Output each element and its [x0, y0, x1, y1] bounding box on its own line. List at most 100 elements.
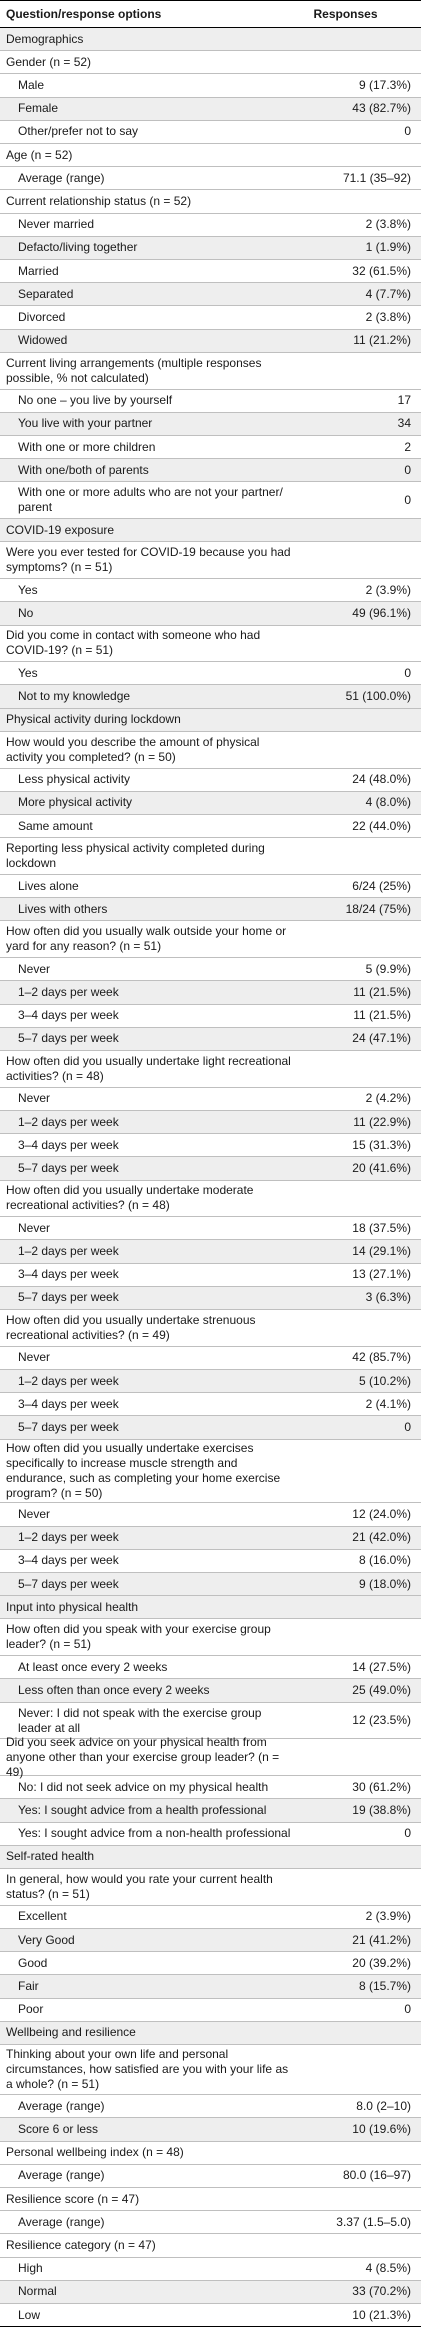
response-option: Less physical activity: [18, 772, 131, 787]
response-option: Low: [18, 2307, 41, 2322]
response-row: Never married 2 (3.8%): [0, 213, 421, 237]
response-value: 11 (21.5%): [353, 1008, 411, 1023]
response-option: 1–2 days per week: [18, 1530, 119, 1545]
column-header-responses: Responses: [313, 7, 378, 21]
question-text: How would you describe the amount of phy…: [6, 734, 260, 764]
question-row: Resilience score (n = 47): [0, 2188, 421, 2212]
question-row: How often did you usually undertake ligh…: [0, 1050, 421, 1088]
response-value: 4 (8.0%): [365, 795, 411, 810]
response-option: Married: [18, 263, 59, 278]
response-option: Never married: [18, 217, 95, 232]
response-value: 9 (17.3%): [358, 78, 411, 92]
question-row: Did you seek advice on your physical hea…: [0, 1735, 421, 1779]
response-option: Average (range): [18, 2214, 105, 2229]
table-header: Question/response options Responses: [0, 0, 421, 28]
question-text: Current living arrangements (multiple re…: [6, 355, 262, 385]
response-row: 3–4 days per week 15 (31.3%): [0, 1134, 421, 1158]
question-text: How often did you speak with your exerci…: [6, 1622, 271, 1652]
column-header-question: Question/response options: [6, 7, 162, 21]
response-value: 49 (96.1%): [352, 605, 411, 620]
response-value: 4 (7.7%): [365, 286, 411, 301]
response-row: Married 32 (61.5%): [0, 260, 421, 284]
response-row: 5–7 days per week 3 (6.3%): [0, 1286, 421, 1311]
response-value: 6/24 (25%): [352, 878, 411, 893]
response-option: 5–7 days per week: [18, 1290, 119, 1305]
question-text: Were you ever tested for COVID-19 becaus…: [6, 545, 291, 575]
response-row: No 49 (96.1%): [0, 602, 421, 626]
response-option: Fair: [18, 1978, 39, 1993]
response-option: 1–2 days per week: [18, 984, 119, 999]
question-text: Reporting less physical activity complet…: [6, 841, 265, 871]
response-row: No: I did not seek advice on my physical…: [0, 1776, 421, 1800]
question-row: Thinking about your own life and persona…: [0, 2044, 421, 2096]
question-row: In general, how would you rate your curr…: [0, 1868, 421, 1906]
response-row: At least once every 2 weeks 14 (27.5%): [0, 1656, 421, 1680]
response-value: 18/24 (75%): [345, 901, 411, 916]
question-row: How often did you usually undertake exer…: [0, 1439, 421, 1504]
response-row: Average (range) 3.37 (1.5–5.0): [0, 2211, 421, 2235]
question-row: How often did you usually undertake stre…: [0, 1310, 421, 1347]
response-option: At least once every 2 weeks: [18, 1659, 168, 1674]
response-value: 21 (42.0%): [352, 1530, 411, 1545]
response-value: 8 (15.7%): [358, 1978, 411, 1993]
response-option: Score 6 or less: [18, 2122, 99, 2136]
response-value: 0: [404, 462, 411, 477]
response-option: Never: [18, 1091, 51, 1106]
response-option: Female: [18, 101, 59, 116]
response-value: 11 (21.5%): [353, 984, 411, 999]
response-option: 3–4 days per week: [18, 1267, 119, 1282]
response-row: Excellent 2 (3.9%): [0, 1905, 421, 1929]
response-option: No one – you live by yourself: [18, 393, 173, 408]
response-row: Yes: I sought advice from a health profe…: [0, 1799, 421, 1823]
response-option: Defacto/living together: [18, 240, 138, 255]
question-row: Personal wellbeing index (n = 48): [0, 2141, 421, 2165]
response-option: Never: I did not speak with the exercise…: [18, 1705, 262, 1735]
response-option: You live with your partner: [18, 416, 153, 431]
question-text: Current relationship status (n = 52): [6, 194, 192, 209]
response-option: Yes: I sought advice from a health profe…: [18, 1802, 267, 1817]
response-value: 4 (8.5%): [365, 2261, 411, 2276]
question-row: Current relationship status (n = 52): [0, 190, 421, 214]
response-option: 3–4 days per week: [18, 1396, 119, 1411]
response-option: Average (range): [18, 2098, 105, 2113]
response-row: Low 10 (21.3%): [0, 2304, 421, 2328]
response-option: Other/prefer not to say: [18, 124, 139, 139]
response-row: Divorced 2 (3.8%): [0, 306, 421, 330]
response-row: Poor 0: [0, 1998, 421, 2022]
response-row: 3–4 days per week 8 (16.0%): [0, 1549, 421, 1574]
response-value: 2: [404, 439, 411, 454]
response-value: 43 (82.7%): [352, 101, 411, 116]
response-option: 5–7 days per week: [18, 1576, 119, 1591]
question-text: How often did you usually undertake ligh…: [6, 1053, 291, 1083]
response-value: 17: [397, 393, 411, 408]
question-text: In general, how would you rate your curr…: [6, 1871, 273, 1901]
response-row: Yes 2 (3.9%): [0, 579, 421, 603]
response-value: 34: [397, 416, 411, 431]
response-row: With one/both of parents 0: [0, 459, 421, 483]
question-text: How often did you usually undertake exer…: [6, 1441, 281, 1501]
response-row: You live with your partner 34: [0, 412, 421, 436]
response-option: Very Good: [18, 1932, 75, 1947]
response-row: 1–2 days per week 5 (10.2%): [0, 1370, 421, 1394]
response-value: 2 (4.1%): [365, 1396, 411, 1411]
response-value: 0: [404, 124, 411, 139]
response-value: 0: [404, 2002, 411, 2017]
response-value: 2 (3.8%): [365, 310, 411, 325]
response-row: 3–4 days per week 2 (4.1%): [0, 1393, 421, 1417]
response-value: 25 (49.0%): [352, 1683, 411, 1698]
response-option: Never: [18, 1220, 51, 1235]
response-option: Divorced: [18, 310, 66, 325]
response-row: 5–7 days per week 24 (47.1%): [0, 1027, 421, 1051]
response-value: 5 (9.9%): [365, 961, 411, 976]
response-row: 5–7 days per week 20 (41.6%): [0, 1157, 421, 1181]
response-row: Average (range) 80.0 (16–97): [0, 2164, 421, 2189]
response-value: 0: [404, 665, 411, 680]
response-option: Not to my knowledge: [18, 689, 131, 704]
response-option: Excellent: [18, 1909, 67, 1924]
response-option: No: I did not seek advice on my physical…: [18, 1779, 269, 1794]
section-heading: Input into physical health: [6, 1599, 139, 1614]
section-heading-row: Wellbeing and resilience: [0, 2021, 421, 2045]
question-text: Thinking about your own life and persona…: [6, 2047, 289, 2092]
response-row: More physical activity 4 (8.0%): [0, 791, 421, 816]
response-value: 42 (85.7%): [352, 1350, 411, 1365]
